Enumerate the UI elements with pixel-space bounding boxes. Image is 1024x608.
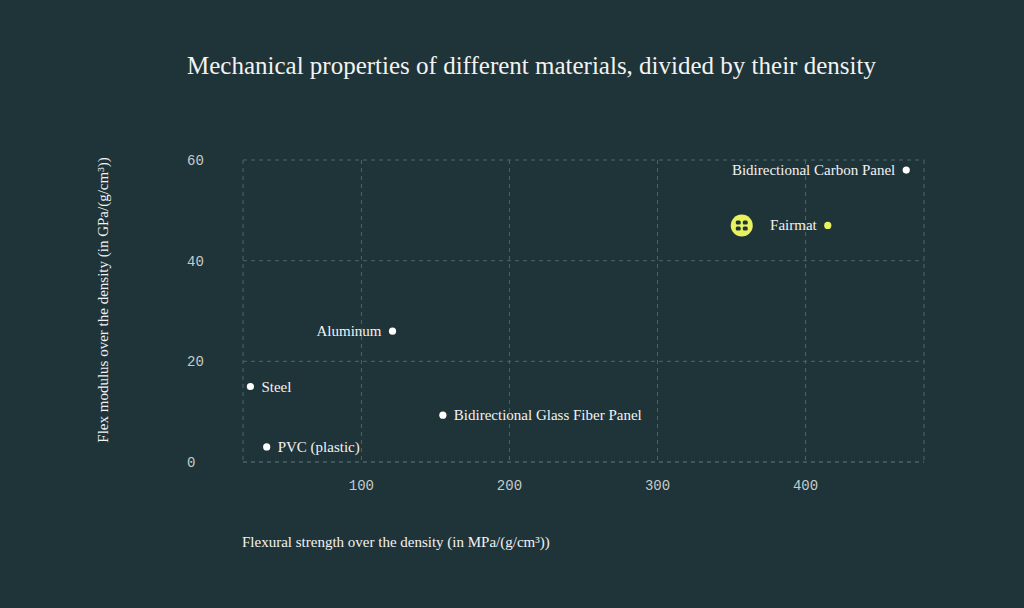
svg-text:40: 40 xyxy=(187,254,204,270)
svg-text:60: 60 xyxy=(187,153,204,169)
svg-text:PVC (plastic): PVC (plastic) xyxy=(278,439,360,456)
svg-text:200: 200 xyxy=(497,478,522,494)
svg-text:400: 400 xyxy=(793,478,818,494)
svg-text:Steel: Steel xyxy=(261,379,291,395)
svg-text:Fairmat: Fairmat xyxy=(770,217,817,233)
html-text:Flex modulus over the density: Flex modulus over the density (in GPa/(g… xyxy=(94,157,111,443)
svg-text:Aluminum: Aluminum xyxy=(317,323,382,339)
svg-text:Bidirectional Carbon Panel: Bidirectional Carbon Panel xyxy=(732,162,895,178)
html-text:Flexural strength over the den: Flexural strength over the density (in M… xyxy=(242,534,550,550)
svg-text:20: 20 xyxy=(187,354,204,370)
svg-text:100: 100 xyxy=(349,478,374,494)
html-text:Mechanical properties of diffe: Mechanical properties of different mater… xyxy=(187,52,876,79)
svg-text:0: 0 xyxy=(187,455,195,471)
svg-text:300: 300 xyxy=(645,478,670,494)
svg-text:Bidirectional Glass Fiber Pane: Bidirectional Glass Fiber Panel xyxy=(454,407,642,423)
